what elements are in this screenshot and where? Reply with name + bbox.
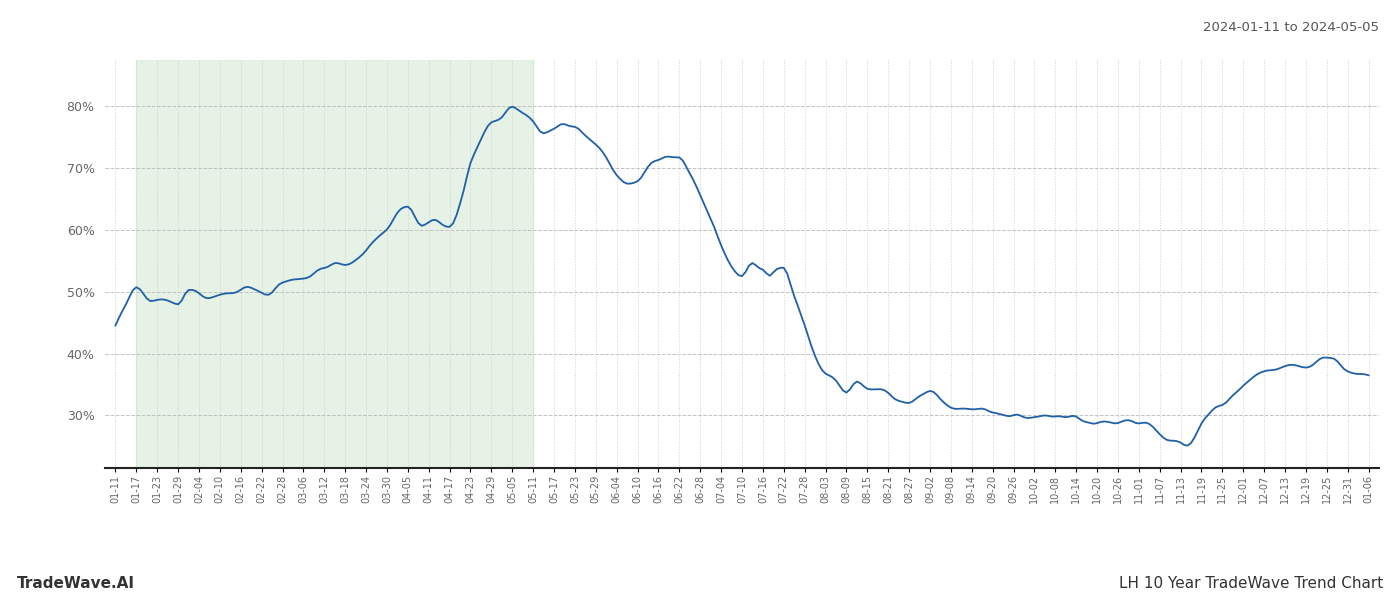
Bar bbox=[136, 60, 533, 468]
Text: 2024-01-11 to 2024-05-05: 2024-01-11 to 2024-05-05 bbox=[1203, 21, 1379, 34]
Text: LH 10 Year TradeWave Trend Chart: LH 10 Year TradeWave Trend Chart bbox=[1119, 576, 1383, 591]
Text: TradeWave.AI: TradeWave.AI bbox=[17, 576, 134, 591]
